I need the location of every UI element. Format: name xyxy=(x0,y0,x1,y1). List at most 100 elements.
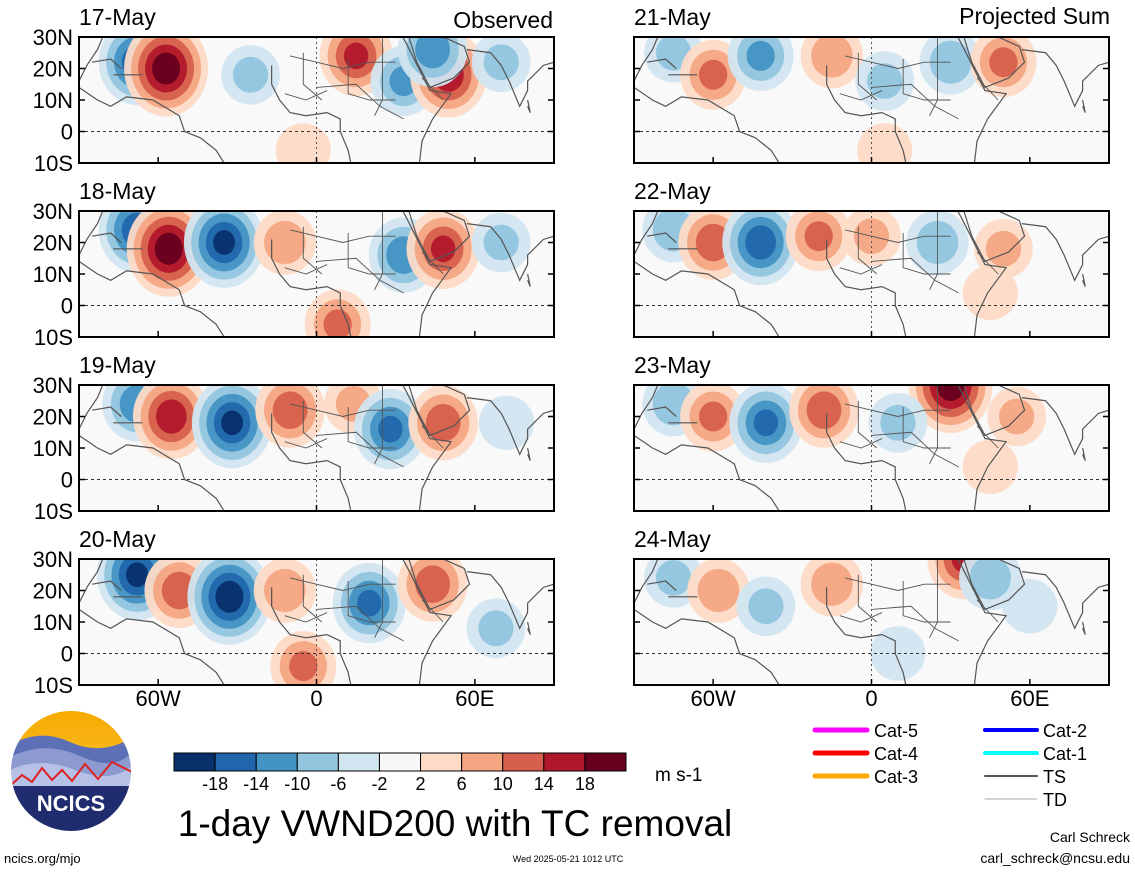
anomaly-contour xyxy=(221,410,244,436)
logo-text: NCICS xyxy=(37,791,105,816)
x-tick-label: 60W xyxy=(136,686,181,711)
country-border xyxy=(839,612,883,623)
panel-date-label: 22-May xyxy=(634,178,711,204)
country-border xyxy=(421,251,444,275)
anomaly-contour xyxy=(748,588,784,625)
coastline xyxy=(1021,397,1109,456)
panel-date-label: 19-May xyxy=(79,352,156,378)
coastline xyxy=(92,580,122,591)
coastline xyxy=(826,239,907,337)
anomaly-contour xyxy=(275,123,331,163)
country-border xyxy=(284,438,328,449)
panel-date-label: 24-May xyxy=(634,526,711,552)
coastline xyxy=(92,406,122,417)
country-border xyxy=(290,55,396,69)
map-outlines xyxy=(634,385,1109,511)
colorbar-label: -14 xyxy=(243,774,269,794)
legend-label-cat-1: Cat-1 xyxy=(1043,744,1087,764)
map-outlines xyxy=(634,37,1109,163)
coastline xyxy=(92,58,122,69)
map-outlines xyxy=(634,211,1109,337)
coastline xyxy=(290,211,453,337)
anomaly-contour xyxy=(156,399,187,434)
coastline xyxy=(466,397,554,456)
coastline xyxy=(647,232,677,243)
country-border xyxy=(290,577,396,591)
y-tick-label: 0 xyxy=(61,468,73,493)
coastline xyxy=(634,86,780,163)
coastline xyxy=(79,559,104,604)
footer-timestamp: Wed 2025-05-21 1012 UTC xyxy=(513,854,624,864)
country-border xyxy=(845,403,951,417)
country-border xyxy=(302,52,323,101)
coastline xyxy=(1021,223,1109,282)
country-border xyxy=(929,385,938,464)
coastline xyxy=(963,385,1026,437)
x-tick-label: 60W xyxy=(691,686,736,711)
country-border xyxy=(290,229,396,243)
anomaly-contour xyxy=(483,224,519,261)
y-tick-label: 30N xyxy=(33,25,73,50)
footer-email[interactable]: carl_schreck@ncsu.edu xyxy=(980,850,1130,866)
anomaly-contour xyxy=(415,37,451,69)
anomaly-contour xyxy=(745,225,777,260)
colorbar-label: 10 xyxy=(493,774,513,794)
colorbar-units: m s-1 xyxy=(655,765,703,786)
country-border xyxy=(374,385,383,464)
country-border xyxy=(302,574,323,623)
ncics-logo: NCICS xyxy=(9,709,133,833)
anomaly-contour xyxy=(264,568,306,613)
column-label-projected: Projected Sum xyxy=(959,3,1110,29)
anomaly-contour xyxy=(989,47,1018,78)
country-border xyxy=(845,577,951,591)
panel-date-label: 17-May xyxy=(79,4,156,30)
coastline xyxy=(634,385,659,430)
coastline xyxy=(466,571,554,630)
country-border xyxy=(871,431,959,468)
footer-url[interactable]: ncics.org/mjo xyxy=(4,851,81,866)
coastline xyxy=(1021,571,1109,630)
colorbar-swatch xyxy=(173,752,216,772)
country-border xyxy=(845,55,951,69)
colorbar-label: -6 xyxy=(330,774,346,794)
coastline xyxy=(290,559,453,685)
anomaly-contour xyxy=(1002,579,1058,634)
colorbar-label: 14 xyxy=(534,774,554,794)
country-border xyxy=(316,257,404,294)
anomaly-contour xyxy=(154,232,183,265)
map-outlines xyxy=(79,211,554,337)
anomaly-contour xyxy=(415,565,451,603)
country-border xyxy=(421,425,444,449)
colorbar-swatch xyxy=(502,752,545,772)
anomaly-contour xyxy=(804,221,833,252)
colorbar: -18 -14 -10 -6 -2 2 6 10 14 18 xyxy=(173,752,627,794)
country-border xyxy=(421,77,444,101)
coastline xyxy=(1082,273,1086,287)
anomaly-contour xyxy=(272,391,308,430)
ticks-layer: 30N 20N 10N 0 10S 30N 20N 10N 0 10S 30N 20N 10N 0 10S 3… xyxy=(33,25,1050,711)
anomaly-contour xyxy=(357,589,382,617)
y-tick-label: 30N xyxy=(33,373,73,398)
colorbar-swatch xyxy=(214,752,257,772)
x-tick-label: 60E xyxy=(455,686,494,711)
country-border xyxy=(839,438,883,449)
coastline xyxy=(271,413,352,511)
coastline xyxy=(1021,49,1109,108)
country-border xyxy=(976,77,999,101)
coastline xyxy=(79,211,104,256)
column-label-observed: Observed xyxy=(453,7,553,33)
anomaly-contour xyxy=(870,626,926,681)
anomaly-contour xyxy=(811,37,853,78)
coastline xyxy=(527,447,531,461)
anomaly-contour xyxy=(985,230,1022,267)
anomaly-contour xyxy=(655,560,692,596)
anomaly-contour xyxy=(753,409,779,437)
colorbar-swatch xyxy=(584,752,627,772)
anomaly-contour xyxy=(699,59,728,90)
coastline xyxy=(290,37,453,163)
coastline xyxy=(92,232,122,243)
colorbar-swatch xyxy=(461,752,504,772)
coastline xyxy=(466,49,554,108)
colorbar-swatch xyxy=(296,752,339,772)
legend-label-td: TD xyxy=(1043,790,1067,810)
